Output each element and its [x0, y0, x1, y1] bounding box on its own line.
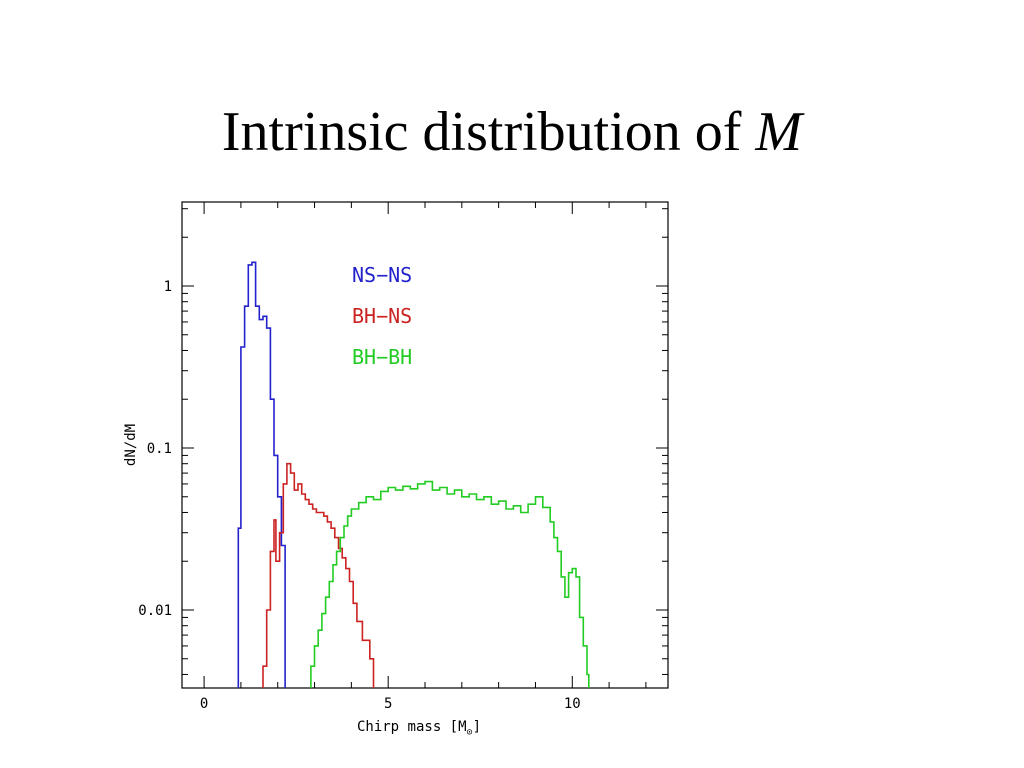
y-axis-label: dN/dM — [123, 424, 139, 466]
x-axis-label-main: Chirp mass [M — [357, 719, 467, 735]
legend-entry: BH−BH — [352, 345, 412, 369]
slide-title-symbol: M — [755, 101, 803, 163]
x-tick-label: 10 — [564, 696, 581, 712]
series-line-1 — [262, 462, 375, 688]
plot-area: 0 5 10 0.01 0.1 1 — [138, 201, 669, 712]
x-axis-label: Chirp mass [M⊙] — [357, 719, 481, 738]
y-tick-label: 0.1 — [147, 441, 172, 457]
series-line-2 — [310, 480, 590, 688]
y-tick-label: 1 — [164, 279, 172, 295]
slide-title-text: Intrinsic distribution of — [221, 101, 756, 163]
series-line-0 — [237, 261, 286, 688]
legend-entry: NS−NS — [352, 263, 412, 287]
x-tick-label: 5 — [384, 696, 392, 712]
x-axis-label-end: ] — [473, 719, 481, 735]
series-layer — [237, 261, 590, 688]
y-tick-label: 0.01 — [138, 603, 172, 619]
legend-entry: BH−NS — [352, 304, 412, 328]
legend: NS−NS BH−NS BH−BH — [352, 263, 412, 369]
slide-title: Intrinsic distribution of M — [0, 100, 1024, 164]
x-tick-label: 0 — [200, 696, 208, 712]
x-axis-label-sub: ⊙ — [467, 727, 473, 738]
